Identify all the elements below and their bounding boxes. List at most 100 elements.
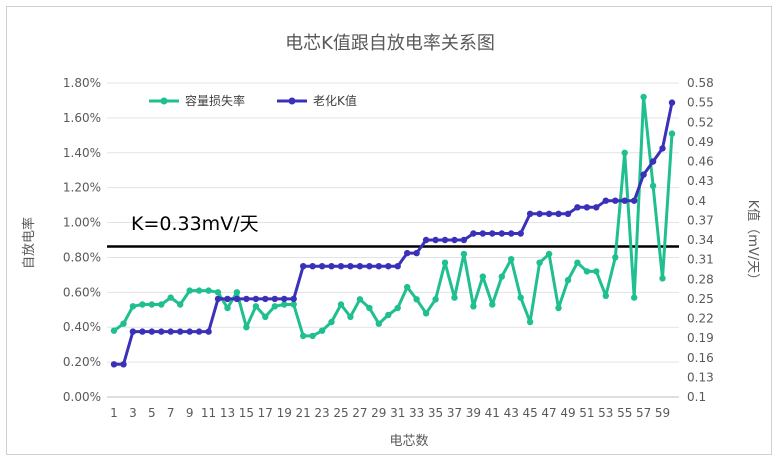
y-left-tick-label: 0.60% — [63, 285, 101, 299]
x-tick-label: 45 — [522, 406, 537, 420]
data-point-capacity-loss — [309, 332, 316, 340]
chart-svg: 0.00% 0.20% 0.40% 0.60% 0.80% 1.00% 1.20% 1.40%… — [21, 33, 761, 449]
data-point-aging-k — [394, 263, 401, 270]
data-point-capacity-loss — [479, 273, 486, 280]
data-point-capacity-loss — [555, 304, 562, 312]
data-point-capacity-loss — [375, 320, 382, 327]
data-point-aging-k — [668, 99, 676, 106]
data-point-aging-k — [271, 295, 278, 303]
data-point-aging-k — [385, 263, 392, 270]
legend-item-aging-k: 老化K值 — [277, 93, 357, 108]
data-point-aging-k — [413, 249, 420, 257]
data-point-aging-k — [555, 210, 562, 217]
data-point-capacity-loss — [243, 324, 250, 331]
y-right-tick-label: 0.34 — [687, 233, 714, 247]
data-point-aging-k — [300, 263, 307, 270]
data-point-aging-k — [404, 249, 411, 257]
y-right-tick-label: 0.43 — [687, 174, 714, 188]
data-point-aging-k — [328, 263, 335, 270]
data-point-capacity-loss — [195, 287, 203, 294]
y-left-tick-label: 0.00% — [63, 390, 101, 404]
data-point-aging-k — [281, 295, 288, 303]
data-point-capacity-loss — [252, 303, 260, 310]
data-point-aging-k — [158, 328, 165, 335]
series-layer — [110, 93, 676, 368]
data-point-capacity-loss — [536, 259, 543, 266]
data-point-aging-k — [574, 204, 581, 211]
data-point-capacity-loss — [508, 256, 515, 263]
y-left-tick-label: 1.80% — [63, 76, 101, 90]
data-point-aging-k — [337, 263, 345, 270]
data-point-capacity-loss — [356, 296, 364, 303]
data-point-aging-k — [148, 328, 155, 335]
data-point-capacity-loss — [300, 332, 307, 340]
data-point-capacity-loss — [271, 303, 278, 310]
y-right-tick-label: 0.1 — [687, 390, 706, 404]
x-tick-label: 57 — [636, 406, 651, 420]
x-tick-label: 19 — [277, 406, 292, 420]
y-right-tick-label: 0.46 — [687, 155, 714, 169]
data-point-aging-k — [356, 263, 364, 270]
tick-layer: 0.00% 0.20% 0.40% 0.60% 0.80% 1.00% 1.20% 1.40%… — [63, 76, 714, 420]
data-point-capacity-loss — [394, 304, 401, 312]
data-point-capacity-loss — [621, 149, 628, 156]
y-left-tick-label: 1.60% — [63, 111, 101, 125]
y-left-axis-title: 自放电率 — [21, 217, 37, 269]
data-point-aging-k — [139, 328, 146, 335]
y-left-tick-label: 1.00% — [63, 216, 101, 230]
data-point-capacity-loss — [517, 294, 524, 301]
data-point-aging-k — [564, 210, 572, 217]
y-right-axis-title: K值（mV/天） — [745, 200, 761, 286]
x-tick-label: 35 — [428, 406, 443, 420]
y-right-tick-label: 0.13 — [687, 370, 714, 384]
data-point-aging-k — [451, 236, 458, 244]
x-tick-label: 53 — [598, 406, 613, 420]
chart-frame: 0.00% 0.20% 0.40% 0.60% 0.80% 1.00% 1.20% 1.40%… — [6, 6, 772, 455]
data-point-aging-k — [631, 197, 638, 204]
data-point-capacity-loss — [158, 301, 165, 308]
data-point-aging-k — [621, 197, 628, 204]
x-tick-label: 49 — [560, 406, 575, 420]
data-point-aging-k — [318, 263, 326, 270]
data-point-aging-k — [290, 295, 297, 303]
data-point-capacity-loss — [441, 259, 449, 266]
legend-item-capacity-loss: 容量损失率 — [149, 93, 245, 108]
x-tick-label: 25 — [333, 406, 348, 420]
data-point-aging-k — [460, 236, 468, 244]
x-tick-label: 31 — [390, 406, 405, 420]
x-tick-label: 43 — [504, 406, 519, 420]
y-right-tick-label: 0.28 — [687, 272, 714, 286]
x-tick-label: 13 — [220, 406, 235, 420]
data-point-capacity-loss — [526, 318, 534, 326]
data-point-aging-k — [526, 210, 534, 217]
data-point-capacity-loss — [668, 130, 676, 137]
data-point-capacity-loss — [602, 292, 609, 299]
data-point-capacity-loss — [186, 287, 193, 294]
data-point-aging-k — [508, 230, 515, 237]
data-point-capacity-loss — [413, 296, 420, 303]
data-point-aging-k — [252, 295, 260, 303]
data-point-capacity-loss — [290, 301, 297, 308]
data-point-aging-k — [224, 295, 231, 303]
data-point-capacity-loss — [470, 303, 477, 310]
data-point-capacity-loss — [139, 301, 146, 308]
x-tick-label: 51 — [579, 406, 594, 420]
data-point-capacity-loss — [612, 254, 619, 261]
grid-layer — [107, 82, 679, 398]
data-point-aging-k — [233, 295, 241, 303]
y-left-tick-label: 0.40% — [63, 320, 101, 334]
data-point-aging-k — [536, 210, 543, 217]
legend-label-aging-k: 老化K值 — [313, 93, 357, 108]
data-point-capacity-loss — [233, 289, 241, 296]
data-point-capacity-loss — [460, 250, 468, 258]
data-point-capacity-loss — [110, 327, 118, 334]
y-right-tick-label: 0.55 — [687, 96, 714, 110]
data-point-aging-k — [243, 295, 250, 303]
x-tick-label: 39 — [466, 406, 481, 420]
y-right-tick-label: 0.52 — [687, 115, 714, 129]
data-point-capacity-loss — [366, 304, 373, 312]
data-point-capacity-loss — [328, 318, 335, 326]
data-point-aging-k — [422, 236, 430, 244]
data-point-aging-k — [489, 230, 496, 237]
legend-label-capacity-loss: 容量损失率 — [185, 93, 245, 108]
